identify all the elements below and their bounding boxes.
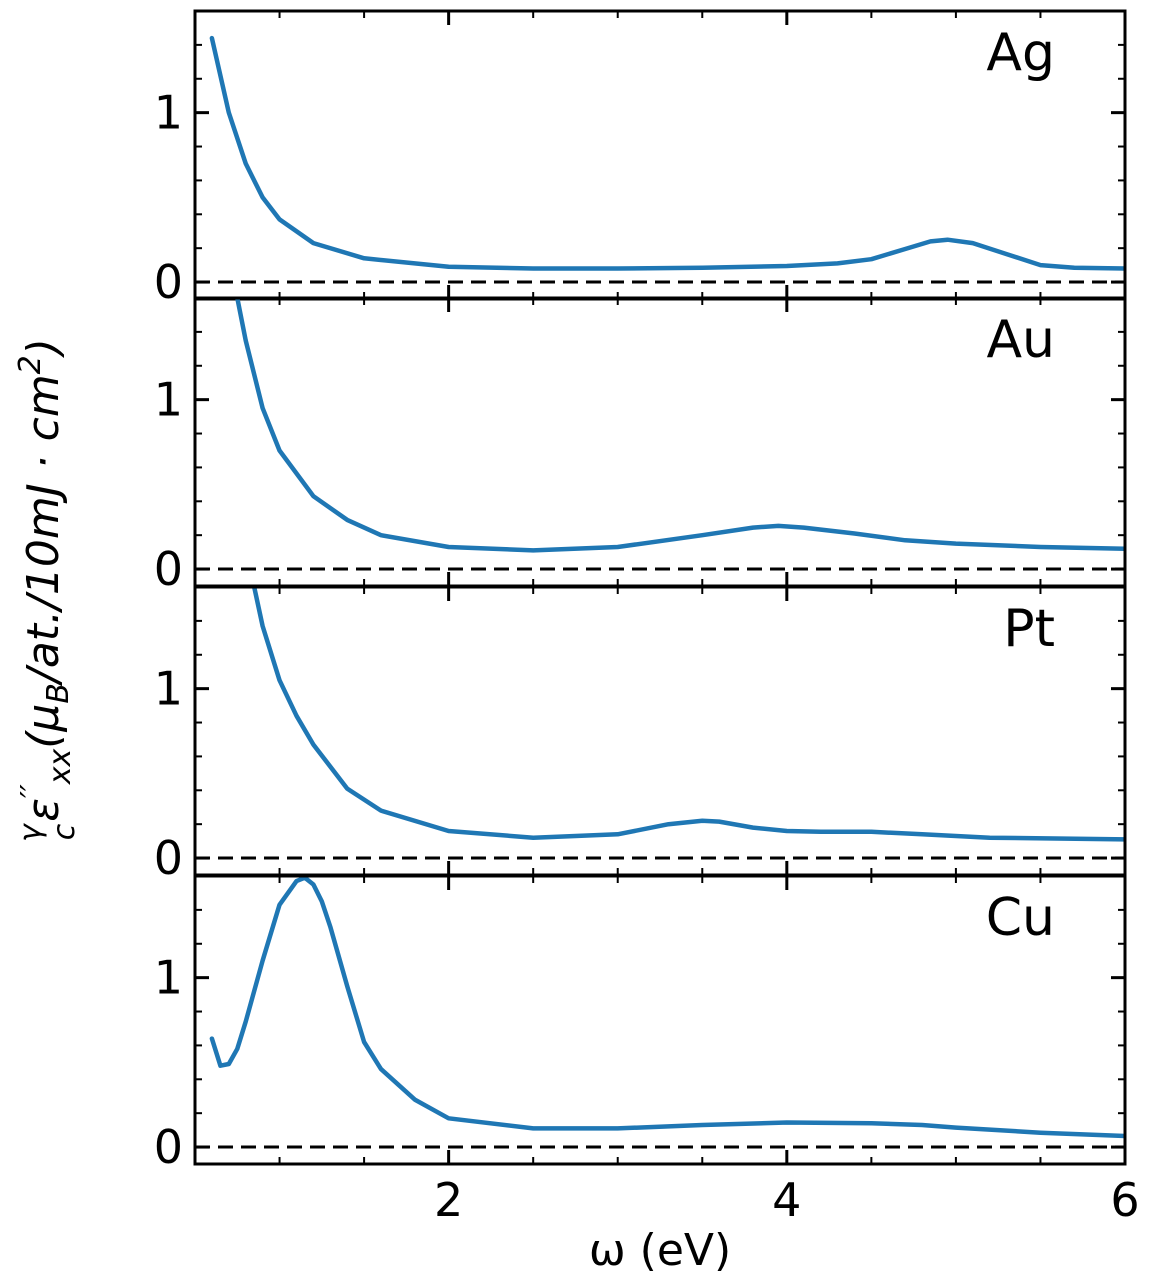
- y-label-mu: μ: [18, 704, 69, 733]
- panel-pt: 0 1 Pt: [154, 585, 1127, 885]
- panel-au: 0 1 Au: [154, 296, 1127, 596]
- y-label-frac-num: γ: [13, 822, 48, 842]
- y-label-paren-close: ): [18, 338, 69, 358]
- panel-label-pt: Pt: [1003, 599, 1055, 659]
- x-tick-label: 6: [1110, 1173, 1139, 1227]
- panel-frame-cu: [193, 874, 1127, 1166]
- y-label-unit-rest: /at./10mJ · cm: [18, 374, 69, 687]
- series-line-cu: [209, 876, 1125, 1139]
- x-tick-label: 2: [434, 1173, 463, 1227]
- y-tick-label: 1: [154, 951, 183, 1005]
- y-tick-label: 0: [154, 1120, 183, 1174]
- y-tick-label: 0: [154, 831, 183, 885]
- y-label-mu-sub: B: [41, 683, 76, 704]
- panel-label-ag: Ag: [986, 23, 1055, 83]
- panels-layer: 0 1 Ag 0 1 Au 0 1 Pt 0 1 Cu 2 4 6: [154, 9, 1140, 1227]
- y-label-frac-den: c: [47, 823, 82, 840]
- svg-text:γcε′′xx(μB/at./10mJ · cm2): γcε′′xx(μB/at./10mJ · cm2): [13, 338, 82, 842]
- axis-labels: ω (eV) γcε′′xx(μB/at./10mJ · cm2): [13, 338, 731, 1276]
- x-axis-label: ω (eV): [589, 1225, 731, 1276]
- y-label-eps: ε: [18, 798, 69, 822]
- y-label-paren-open: (: [18, 730, 69, 749]
- y-tick-label: 1: [154, 373, 183, 427]
- y-tick-label: 0: [154, 542, 183, 596]
- y-tick-label: 0: [154, 255, 183, 309]
- y-axis-label: γcε′′xx(μB/at./10mJ · cm2): [13, 338, 82, 842]
- panel-ag: 0 1 Ag: [154, 9, 1127, 309]
- series-line-ag: [209, 35, 1125, 271]
- y-label-sub: xx: [43, 749, 78, 786]
- panel-label-au: Au: [986, 310, 1055, 370]
- x-tick-label: 4: [772, 1173, 801, 1227]
- series-line-pt: [251, 587, 1125, 842]
- y-tick-label: 1: [154, 86, 183, 140]
- panel-label-cu: Cu: [986, 888, 1055, 948]
- series-line-au: [235, 298, 1125, 553]
- panel-frame-pt: [193, 585, 1127, 877]
- y-tick-label: 1: [154, 662, 183, 716]
- y-label-sup: ′′: [15, 784, 50, 798]
- y-label-unit-sup: 2: [13, 355, 48, 374]
- panel-cu: 0 1 Cu 2 4 6: [154, 874, 1140, 1227]
